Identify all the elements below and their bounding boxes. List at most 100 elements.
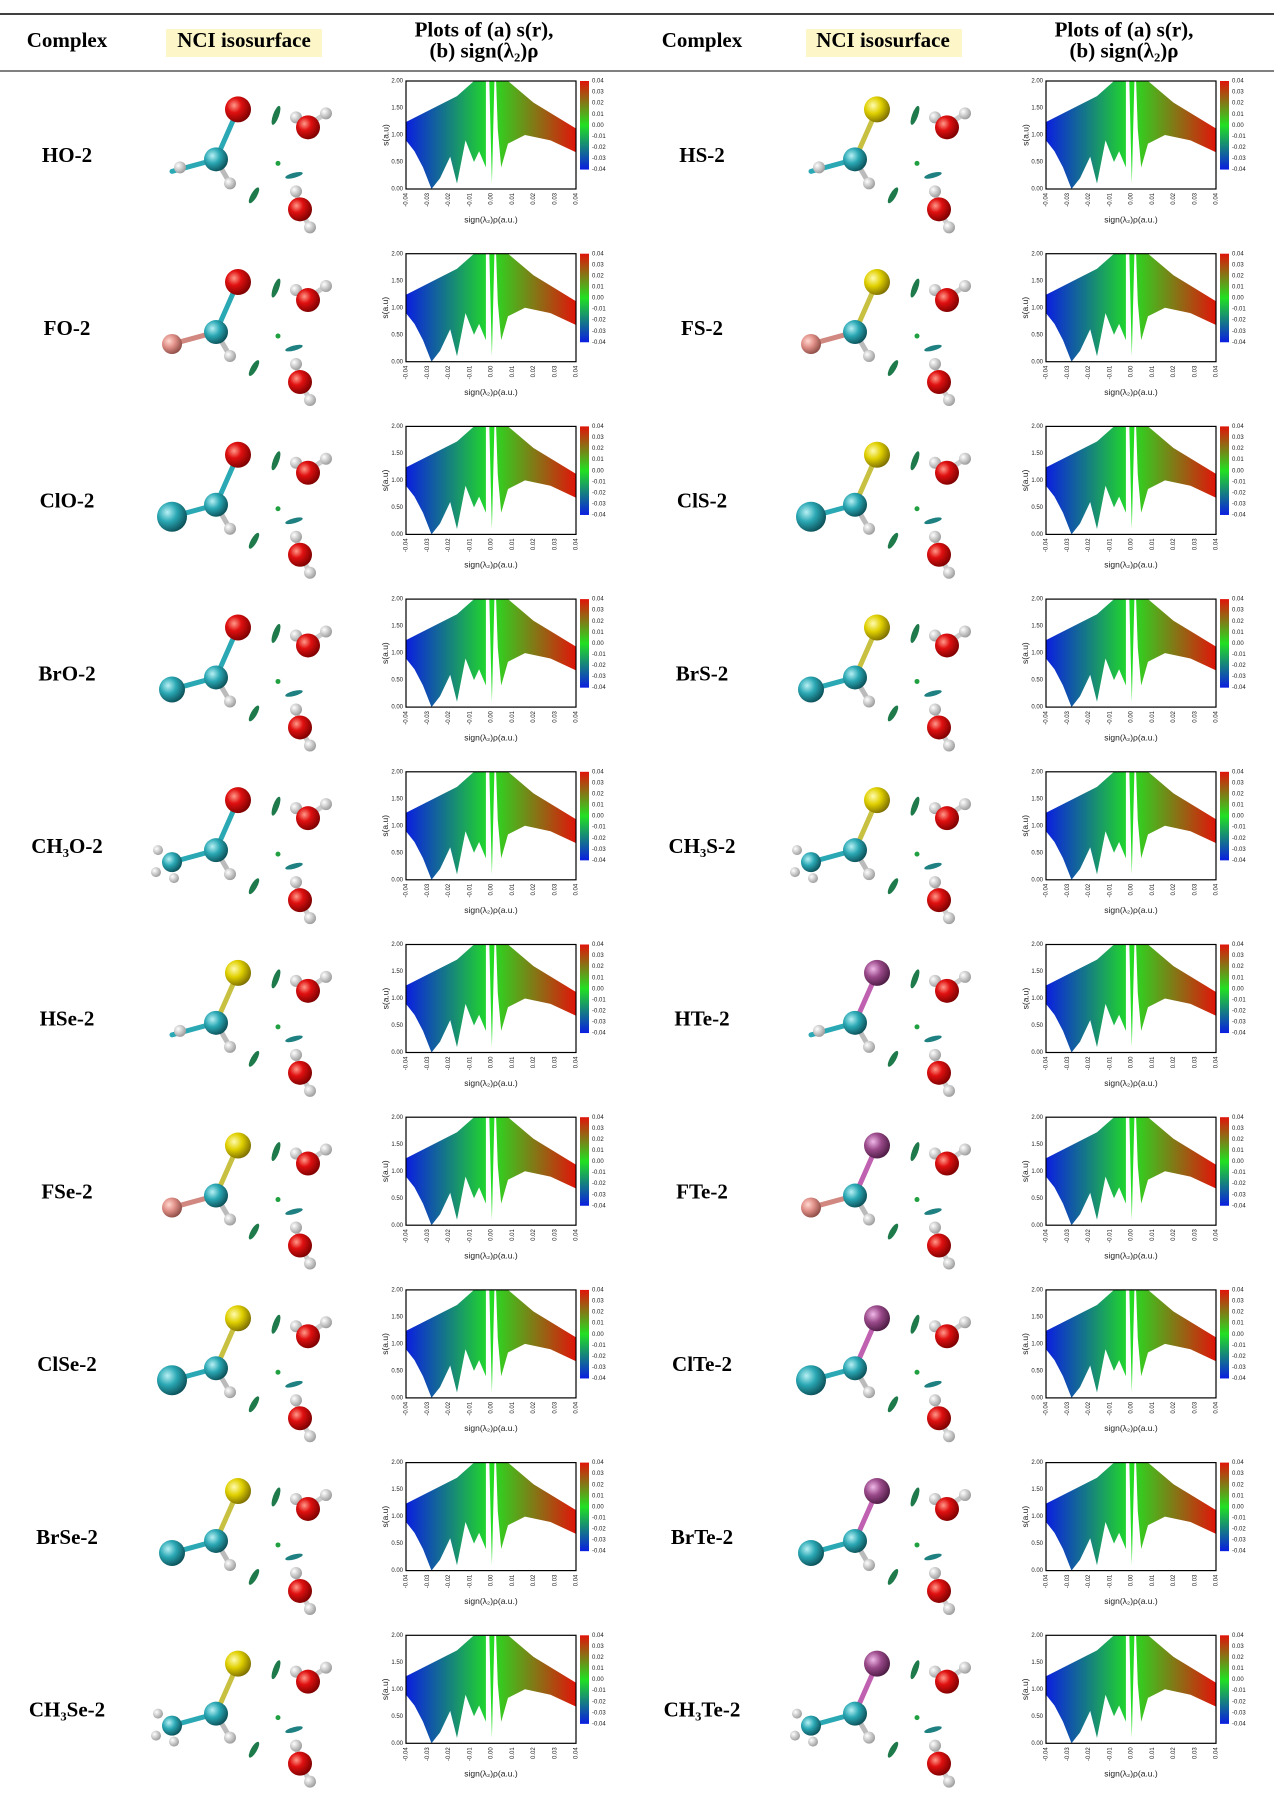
molecule: [159, 1478, 332, 1615]
atom: [843, 1529, 867, 1553]
y-tick-label: 1.50: [391, 106, 403, 112]
atom: [296, 979, 320, 1003]
y-tick-label: 0.00: [391, 1050, 403, 1056]
colorbar-tick-label: 0.01: [592, 975, 604, 981]
x-tick-label: 0.00: [1129, 1574, 1135, 1586]
x-tick-label: -0.04: [1044, 1747, 1050, 1761]
x-tick-label: 0.01: [1150, 1747, 1156, 1759]
colorbar-tick-label: -0.03: [592, 1020, 606, 1026]
isosurface: [886, 1568, 900, 1587]
isosurface: [285, 1552, 304, 1561]
atom: [320, 971, 332, 983]
x-tick-label: 0.01: [510, 192, 516, 204]
y-tick-label: 1.00: [391, 651, 403, 657]
isosurface: [909, 1659, 921, 1680]
x-tick-label: 0.00: [1129, 365, 1135, 377]
nci-scatter: [406, 599, 576, 707]
colorbar-tick-label: -0.03: [592, 329, 606, 335]
colorbar-tick-label: -0.03: [1232, 674, 1246, 680]
colorbar-tick-label: -0.03: [592, 501, 606, 507]
colorbar-tick-label: 0.04: [592, 424, 604, 430]
colorbar: [580, 254, 589, 343]
x-tick-label: 0.04: [574, 710, 580, 722]
colorbar-tick-label: -0.04: [1232, 513, 1246, 519]
atom: [863, 1041, 875, 1053]
complex-name: ClS-2: [677, 489, 727, 513]
isosurface: [924, 1380, 943, 1389]
colorbar-tick-label: 0.00: [592, 641, 604, 647]
atom: [935, 1670, 959, 1694]
atom: [290, 876, 302, 888]
molecule: [811, 96, 971, 233]
x-tick-label: -0.03: [425, 883, 431, 897]
nci-scatter: [406, 426, 576, 534]
x-tick-label: -0.04: [1044, 365, 1050, 379]
colorbar-tick-label: -0.01: [1232, 307, 1246, 313]
y-tick-label: 1.50: [1031, 106, 1043, 112]
y-tick-label: 2.00: [391, 942, 403, 948]
atom: [224, 1732, 236, 1744]
colorbar-tick-label: 0.02: [1232, 101, 1244, 107]
isosurface: [886, 359, 900, 378]
nci-scatter: [1046, 426, 1216, 534]
x-tick-label: 0.00: [1129, 1056, 1135, 1068]
atom: [288, 1406, 312, 1430]
colorbar-tick-label: -0.02: [592, 1354, 606, 1360]
atom: [174, 1025, 186, 1037]
y-tick-label: 1.00: [1031, 478, 1043, 484]
nci-scatter: [1046, 945, 1216, 1053]
isosurface: [285, 861, 304, 870]
y-tick-label: 1.50: [391, 1142, 403, 1148]
atom: [320, 1144, 332, 1156]
isosurface: [924, 689, 943, 698]
colorbar-tick-label: 0.00: [1232, 468, 1244, 474]
colorbar-tick-label: -0.02: [1232, 1527, 1246, 1533]
colorbar-tick-label: 0.00: [1232, 814, 1244, 820]
isosurface: [247, 1568, 261, 1587]
x-tick-label: -0.02: [446, 1574, 452, 1588]
atom: [225, 269, 251, 295]
x-axis-label: sign(λ₂)ρ(a.u.): [1104, 214, 1158, 224]
colorbar: [1220, 1117, 1229, 1206]
atom: [813, 1025, 825, 1037]
x-tick-label: 0.02: [1171, 538, 1177, 550]
colorbar-tick-label: -0.01: [592, 479, 606, 485]
colorbar-tick-label: -0.03: [1232, 1192, 1246, 1198]
colorbar-tick-label: 0.04: [1232, 79, 1244, 85]
colorbar-tick-label: 0.03: [1232, 1644, 1244, 1650]
x-tick-label: 0.04: [574, 1574, 580, 1586]
isosurface: [270, 278, 282, 299]
complex-name: CH₃Te-2: [664, 1697, 741, 1721]
colorbar: [580, 599, 589, 688]
x-tick-label: -0.02: [446, 710, 452, 724]
y-tick-label: 2.00: [391, 1115, 403, 1121]
x-tick-label: -0.04: [404, 1747, 410, 1761]
colorbar: [580, 1290, 589, 1379]
atom: [864, 442, 890, 468]
x-axis-label: sign(λ₂)ρ(a.u.): [464, 1078, 518, 1088]
nci-scatter: [406, 81, 576, 189]
colorbar-tick-label: -0.03: [1232, 329, 1246, 335]
table-body: ComplexNCI isosurfacePlots of (a) s(r),(…: [27, 17, 1247, 1787]
atom: [169, 873, 179, 883]
x-tick-label: 0.03: [552, 883, 558, 895]
atom: [224, 1041, 236, 1053]
colorbar-tick-label: -0.02: [1232, 663, 1246, 669]
x-tick-label: 0.02: [531, 365, 537, 377]
x-axis-label: sign(λ₂)ρ(a.u.): [1104, 1250, 1158, 1260]
complex-name: ClSe-2: [37, 1352, 97, 1376]
atom: [959, 1144, 971, 1156]
y-tick-label: 1.50: [391, 278, 403, 284]
x-tick-label: 0.04: [574, 883, 580, 895]
molecule: [798, 614, 971, 751]
atom: [296, 1324, 320, 1348]
x-tick-label: 0.03: [552, 1229, 558, 1241]
colorbar-tick-label: -0.04: [1232, 1203, 1246, 1209]
atom: [204, 1184, 228, 1208]
x-tick-label: 0.01: [1150, 1056, 1156, 1068]
y-axis-label: s(a.u): [380, 1506, 390, 1528]
atom: [159, 676, 185, 702]
colorbar-tick-label: -0.04: [592, 1031, 606, 1037]
y-tick-label: 2.00: [391, 79, 403, 85]
x-tick-label: 0.02: [531, 192, 537, 204]
